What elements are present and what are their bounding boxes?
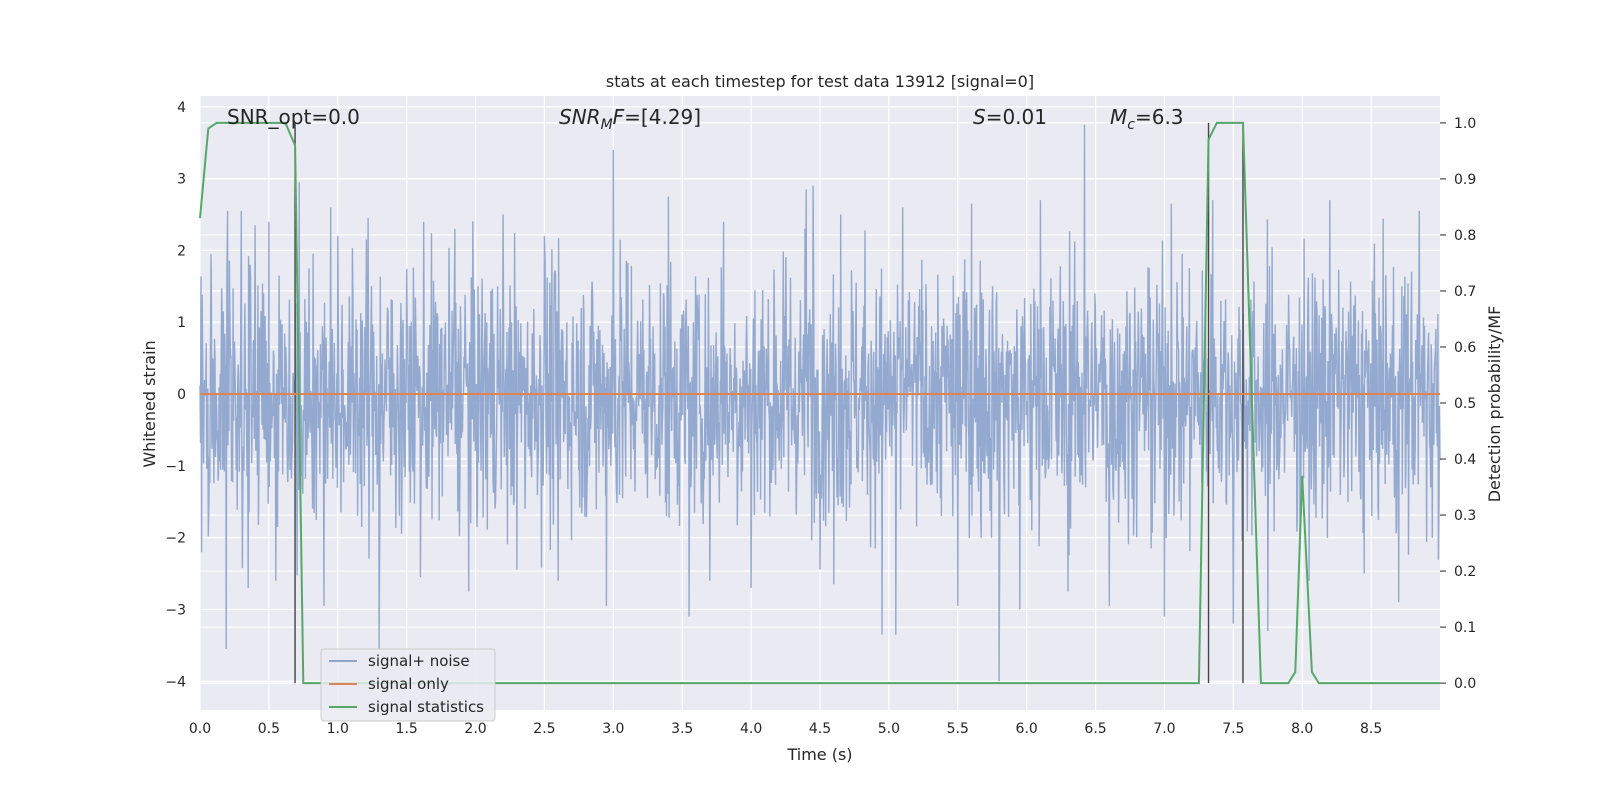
- y2-tick-label: 0.0: [1454, 676, 1476, 692]
- x-tick-label: 3.0: [602, 721, 624, 737]
- vertical-markers: [294, 122, 1244, 684]
- annotation-s-main: S: [973, 105, 986, 129]
- x-tick-label: 1.0: [327, 721, 349, 737]
- annotation-snr-mf-sub: M: [601, 117, 613, 133]
- x-tick-label: 0.5: [258, 721, 280, 737]
- y-tick-label: 2: [177, 243, 186, 259]
- x-axis-label: Time (s): [786, 745, 852, 764]
- annotation-snr-mf-main: SNR: [559, 105, 601, 129]
- y-axis-label: Whitened strain: [140, 340, 159, 467]
- x-tick-label: 2.5: [533, 721, 555, 737]
- x-tick-label: 2.0: [464, 721, 486, 737]
- y-tick-label: −1: [165, 459, 186, 475]
- y2-tick-label: 0.3: [1454, 508, 1476, 524]
- x-tick-label: 5.5: [947, 721, 969, 737]
- y-tick-label: 1: [177, 315, 186, 331]
- tick-labels: 0.0 0.5 1.0 1.5 2.0 2.5 3.0 3.5 4.0 4.5 5.0 5.5 6.0 6…: [165, 100, 1476, 737]
- y2-tick-label: 0.4: [1454, 452, 1476, 468]
- line-series: [199, 121, 1440, 685]
- annotation-mc-sub: c: [1127, 117, 1135, 133]
- x-tick-label: 7.0: [1153, 721, 1175, 737]
- x-tick-label: 5.0: [878, 721, 900, 737]
- y2-tick-label: 1.0: [1454, 116, 1476, 132]
- x-tick-label: 8.5: [1360, 721, 1382, 737]
- y-tick-label: −4: [165, 674, 186, 690]
- y2-tick-label: 0.5: [1454, 396, 1476, 412]
- y-tick-label: −2: [165, 531, 186, 547]
- legend-box: [320, 648, 496, 722]
- annotation-s: S=0.01: [973, 105, 1047, 129]
- x-tick-label: 7.5: [1222, 721, 1244, 737]
- annotation-snr-mf: SNRMF=[4.29]: [559, 105, 701, 133]
- series-signal-statistics-line: [199, 121, 1440, 685]
- annotation-snr-mf-main2: F: [613, 105, 625, 129]
- x-tick-label: 3.5: [671, 721, 693, 737]
- y2-axis-label: Detection probability/MF: [1485, 306, 1504, 503]
- legend: signal+ noise signal only signal statist…: [320, 648, 496, 722]
- y-tick-label: 4: [177, 100, 186, 116]
- annotation-mc-main: M: [1110, 105, 1127, 129]
- legend-label-signal-only: signal only: [368, 675, 449, 693]
- y2-tick-label: 0.2: [1454, 564, 1476, 580]
- y-tick-label: 0: [177, 387, 186, 403]
- annotation-mc: Mc=6.3: [1110, 105, 1184, 133]
- chart-title: stats at each timestep for test data 139…: [606, 72, 1034, 91]
- y-tick-label: −3: [165, 602, 186, 618]
- annotation-s-value: =0.01: [986, 105, 1047, 129]
- y-tick-label: 3: [177, 172, 186, 188]
- x-tick-label: 0.0: [189, 721, 211, 737]
- legend-label-signal-statistics: signal statistics: [368, 698, 484, 716]
- x-tick-label: 6.0: [1016, 721, 1038, 737]
- x-tick-label: 1.5: [396, 721, 418, 737]
- x-tick-label: 4.0: [740, 721, 762, 737]
- annotation-snr-opt: SNR_opt=0.0: [227, 105, 360, 129]
- y2-tick-label: 0.8: [1454, 228, 1476, 244]
- y2-tick-label: 0.7: [1454, 284, 1476, 300]
- signal-noise-series: [199, 124, 1441, 682]
- annotation-snr-mf-value: =[4.29]: [624, 105, 701, 129]
- series-signal-noise-line: [199, 124, 1441, 682]
- x-tick-label: 8.0: [1291, 721, 1313, 737]
- y2-tick-label: 0.9: [1454, 172, 1476, 188]
- legend-label-signal-noise: signal+ noise: [368, 652, 470, 670]
- y2-tick-label: 0.6: [1454, 340, 1476, 356]
- x-tick-label: 6.5: [1084, 721, 1106, 737]
- x-tick-label: 4.5: [809, 721, 831, 737]
- y2-tick-label: 0.1: [1454, 620, 1476, 636]
- annotation-mc-value: =6.3: [1135, 105, 1184, 129]
